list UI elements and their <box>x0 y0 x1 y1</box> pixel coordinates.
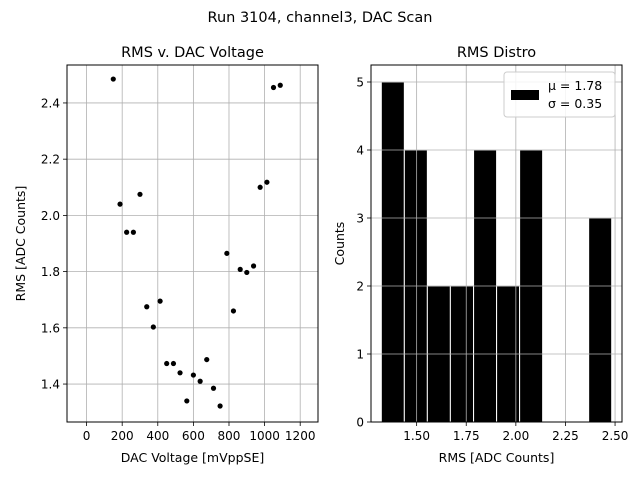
figure-suptitle: Run 3104, channel3, DAC Scan <box>208 10 433 26</box>
scatter-point <box>210 385 217 391</box>
legend-swatch <box>511 90 539 100</box>
scatter-x-tick-label: 200 <box>111 429 134 443</box>
legend-sigma-label: σ = 0.35 <box>548 96 602 111</box>
histogram-xlabel: RMS [ADC Counts] <box>439 450 555 465</box>
histogram-y-tick-label: 0 <box>356 416 364 430</box>
scatter-point <box>217 403 223 409</box>
histogram-plot: RMS Distro 1.50 1.75 2.00 2.25 2.50 0 1 2 3 4 5 RM… <box>332 45 628 465</box>
scatter-y-tick-label: 1.4 <box>41 378 60 392</box>
histogram-ylabel: Counts <box>332 222 347 266</box>
scatter-xlabel: DAC Voltage [mVppSE] <box>121 450 264 465</box>
histogram-x-tick-label: 1.50 <box>403 429 430 443</box>
scatter-y-tick-label: 2.4 <box>41 96 60 110</box>
scatter-point <box>190 372 196 378</box>
scatter-point <box>250 263 257 269</box>
scatter-point <box>177 370 183 376</box>
scatter-point <box>257 184 263 190</box>
scatter-point <box>150 324 156 330</box>
scatter-x-tick-label: 1000 <box>249 429 280 443</box>
scatter-point <box>144 304 150 310</box>
scatter-x-tick-label: 600 <box>182 429 205 443</box>
scatter-ylabel: RMS [ADC Counts] <box>13 186 28 302</box>
legend-mu-label: μ = 1.78 <box>548 78 602 93</box>
scatter-x-tick-label: 400 <box>146 429 169 443</box>
histogram-x-tick-label: 2.25 <box>552 429 579 443</box>
scatter-point <box>264 179 270 185</box>
scatter-ticks: 0 200 400 600 800 1000 1200 1.4 1.6 1.8 2.0 2.2 2.4 <box>41 96 316 443</box>
histogram-bar <box>380 81 405 423</box>
scatter-x-tick-label: 800 <box>218 429 241 443</box>
histogram-ticks: 1.50 1.75 2.00 2.25 2.50 0 1 2 3 4 5 <box>356 76 628 444</box>
histogram-y-tick-label: 4 <box>356 144 364 158</box>
scatter-y-tick-label: 2.2 <box>41 153 60 167</box>
histogram-y-tick-label: 5 <box>356 76 364 90</box>
scatter-point <box>117 201 123 207</box>
histogram-title: RMS Distro <box>457 45 536 61</box>
scatter-axes-frame <box>66 64 319 423</box>
scatter-points <box>110 76 283 409</box>
scatter-x-tick-label: 1200 <box>285 429 316 443</box>
scatter-point <box>204 356 210 363</box>
scatter-point <box>164 360 170 367</box>
scatter-point <box>137 191 143 197</box>
scatter-point <box>124 229 130 235</box>
histogram-y-tick-label: 3 <box>356 212 364 226</box>
histogram-bar <box>588 217 613 423</box>
histogram-y-tick-label: 2 <box>356 280 364 294</box>
scatter-point <box>110 76 116 82</box>
histogram-x-tick-label: 2.50 <box>602 429 629 443</box>
scatter-point <box>197 378 203 384</box>
scatter-point <box>230 308 237 314</box>
histogram-bars <box>380 81 613 423</box>
scatter-point <box>170 360 177 367</box>
scatter-grid <box>67 65 318 422</box>
scatter-y-tick-label: 2.0 <box>41 209 60 223</box>
scatter-point <box>224 250 230 256</box>
scatter-point <box>244 269 250 276</box>
histogram-y-tick-label: 1 <box>356 348 364 362</box>
legend-box <box>503 71 616 118</box>
histogram-x-tick-label: 1.75 <box>453 429 480 443</box>
scatter-point <box>157 298 163 304</box>
scatter-point <box>184 398 190 404</box>
scatter-point <box>130 229 136 235</box>
scatter-title: RMS v. DAC Voltage <box>121 45 264 61</box>
histogram-axes-frame <box>370 64 623 423</box>
scatter-point <box>270 84 277 91</box>
scatter-y-tick-label: 1.8 <box>41 265 60 279</box>
histogram-legend: μ = 1.78 σ = 0.35 <box>503 71 616 118</box>
scatter-point <box>277 82 283 88</box>
histogram-x-tick-label: 2.00 <box>502 429 529 443</box>
scatter-x-tick-label: 0 <box>83 429 91 443</box>
scatter-point <box>237 266 243 272</box>
scatter-plot: RMS v. DAC Voltage 0 200 400 600 800 1000 1200… <box>13 45 319 465</box>
scatter-y-tick-label: 1.6 <box>41 321 60 335</box>
